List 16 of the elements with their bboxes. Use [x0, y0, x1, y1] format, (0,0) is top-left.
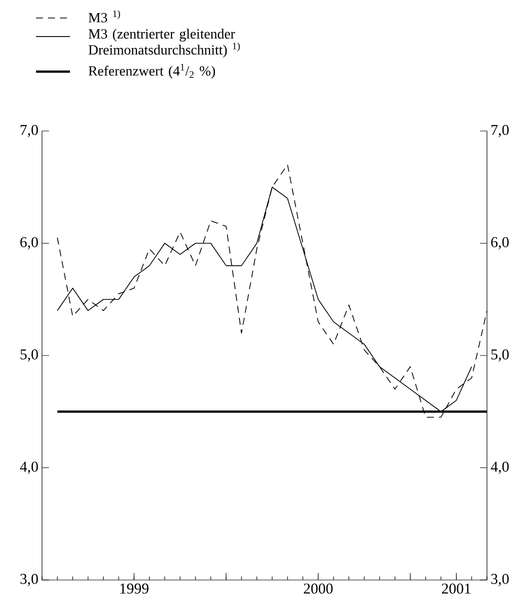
y2-tick-label: 7,0 [492, 124, 509, 138]
y2-tick-label: 5,0 [491, 349, 509, 362]
y-tick-label: 5,0 [20, 349, 38, 362]
legend-label: Referenzwert (4$^{1}$/$_{2}$ %) [88, 64, 215, 79]
y-tick-label: 7,0 [20, 124, 38, 138]
x-tick-label: 1999 [120, 584, 148, 594]
y2-tick-label: 3,0 [491, 574, 509, 586]
y-tick-label: 4,0 [20, 462, 38, 474]
x-tick-label: 2000 [304, 584, 333, 594]
x-tick-label: 2001 [442, 584, 470, 594]
y2-tick-label: 4,0 [490, 462, 509, 474]
legend-label: M3 (zentrierter gleitender Dreimonatsdurchschnitt) $^{1)}$ [88, 28, 240, 58]
y-tick-label: 6,0 [20, 237, 38, 250]
y-tick-label: 3,0 [20, 574, 38, 586]
y2-tick-label: 6,0 [491, 237, 509, 250]
legend-label: M3 $^{1)}$ [88, 10, 120, 22]
